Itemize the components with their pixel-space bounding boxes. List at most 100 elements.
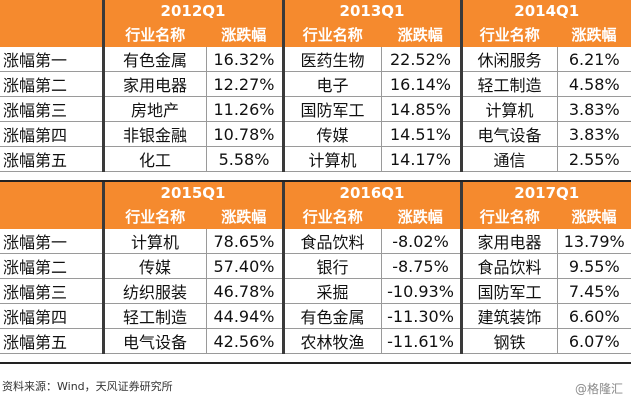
industry-cell: 房地产: [103, 96, 206, 122]
industry-cell: 家用电器: [103, 71, 206, 97]
block-divider: [0, 180, 631, 182]
rank-label: 涨幅第三: [0, 278, 105, 304]
performance-table-2012-2014: 2012Q1 2013Q1 2014Q1 行业名称 涨跌幅 行业名称 涨跌幅 行…: [0, 0, 631, 172]
industry-cell: 建筑装饰: [461, 303, 557, 329]
industry-cell: 传媒: [103, 253, 206, 279]
table-row: 涨幅第三 纺织服装 46.78% 采掘 -10.93% 国防军工 7.45%: [0, 278, 631, 304]
period-header-row: 2015Q1 2016Q1 2017Q1: [0, 182, 631, 204]
col-header-change: 涨跌幅: [206, 22, 285, 47]
table-bottom-rule: [0, 362, 631, 364]
header-corner: [0, 182, 105, 204]
rank-label: 涨幅第四: [0, 121, 105, 147]
table-row: 涨幅第四 非银金融 10.78% 传媒 14.51% 电气设备 3.83%: [0, 121, 631, 147]
header-corner: [0, 22, 105, 47]
period-label: 2012Q1: [103, 0, 285, 22]
industry-cell: 电气设备: [461, 121, 557, 147]
change-cell: -11.30%: [380, 303, 463, 329]
industry-cell: 化工: [103, 146, 206, 172]
table-row: 涨幅第二 家用电器 12.27% 电子 16.14% 轻工制造 4.58%: [0, 71, 631, 97]
rank-label: 涨幅第二: [0, 253, 105, 279]
change-cell: 16.32%: [205, 47, 285, 72]
rank-label: 涨幅第一: [0, 47, 105, 72]
period-label: 2015Q1: [103, 182, 285, 204]
col-header-industry: 行业名称: [103, 22, 206, 47]
industry-cell: 轻工制造: [461, 71, 557, 97]
change-cell: 6.07%: [556, 328, 631, 354]
industry-cell: 家用电器: [461, 229, 557, 254]
period-label: 2014Q1: [461, 0, 631, 22]
industry-cell: 银行: [283, 253, 381, 279]
change-cell: 57.40%: [205, 253, 285, 279]
table-row: 涨幅第四 轻工制造 44.94% 有色金属 -11.30% 建筑装饰 6.60%: [0, 303, 631, 329]
header-corner: [0, 0, 105, 22]
col-header-industry: 行业名称: [461, 22, 557, 47]
change-cell: 14.51%: [380, 121, 463, 147]
change-cell: 7.45%: [556, 278, 631, 304]
col-header-industry: 行业名称: [283, 204, 381, 229]
table-row: 涨幅第一 计算机 78.65% 食品饮料 -8.02% 家用电器 13.79%: [0, 229, 631, 254]
industry-cell: 农林牧渔: [283, 328, 381, 354]
industry-cell: 通信: [461, 146, 557, 172]
industry-cell: 计算机: [283, 146, 381, 172]
industry-cell: 有色金属: [103, 47, 206, 72]
col-header-change: 涨跌幅: [381, 22, 463, 47]
period-label: 2017Q1: [461, 182, 631, 204]
table-row: 涨幅第一 有色金属 16.32% 医药生物 22.52% 休闲服务 6.21%: [0, 47, 631, 72]
column-header-row: 行业名称 涨跌幅 行业名称 涨跌幅 行业名称 涨跌幅: [0, 22, 631, 47]
rank-label: 涨幅第三: [0, 96, 105, 122]
industry-cell: 轻工制造: [103, 303, 206, 329]
col-header-industry: 行业名称: [103, 204, 206, 229]
col-header-industry: 行业名称: [283, 22, 381, 47]
change-cell: -8.02%: [380, 229, 463, 254]
period-label: 2016Q1: [283, 182, 463, 204]
industry-cell: 国防军工: [461, 278, 557, 304]
industry-cell: 采掘: [283, 278, 381, 304]
header-corner: [0, 204, 105, 229]
change-cell: 14.17%: [380, 146, 463, 172]
change-cell: 12.27%: [205, 71, 285, 97]
industry-cell: 电气设备: [103, 328, 206, 354]
col-header-change: 涨跌幅: [206, 204, 285, 229]
table-row: 涨幅第五 化工 5.58% 计算机 14.17% 通信 2.55%: [0, 146, 631, 172]
col-header-change: 涨跌幅: [381, 204, 463, 229]
rank-label: 涨幅第一: [0, 229, 105, 254]
industry-cell: 食品饮料: [283, 229, 381, 254]
industry-cell: 国防军工: [283, 96, 381, 122]
change-cell: -10.93%: [380, 278, 463, 304]
col-header-industry: 行业名称: [461, 204, 557, 229]
change-cell: 10.78%: [205, 121, 285, 147]
change-cell: 44.94%: [205, 303, 285, 329]
change-cell: 6.21%: [556, 47, 631, 72]
change-cell: 4.58%: [556, 71, 631, 97]
change-cell: 46.78%: [205, 278, 285, 304]
source-note: 资料来源：Wind，天风证券研究所: [2, 380, 173, 393]
change-cell: 42.56%: [205, 328, 285, 354]
change-cell: 3.83%: [556, 96, 631, 122]
rank-label: 涨幅第五: [0, 146, 105, 172]
change-cell: 16.14%: [380, 71, 463, 97]
table-row: 涨幅第三 房地产 11.26% 国防军工 14.85% 计算机 3.83%: [0, 96, 631, 122]
change-cell: 9.55%: [556, 253, 631, 279]
change-cell: 22.52%: [380, 47, 463, 72]
industry-cell: 钢铁: [461, 328, 557, 354]
industry-cell: 食品饮料: [461, 253, 557, 279]
industry-cell: 医药生物: [283, 47, 381, 72]
industry-cell: 电子: [283, 71, 381, 97]
table-row: 涨幅第二 传媒 57.40% 银行 -8.75% 食品饮料 9.55%: [0, 253, 631, 279]
industry-cell: 休闲服务: [461, 47, 557, 72]
watermark: @格隆汇: [574, 382, 623, 396]
industry-cell: 计算机: [103, 229, 206, 254]
industry-cell: 纺织服装: [103, 278, 206, 304]
col-header-change: 涨跌幅: [557, 204, 631, 229]
rank-label: 涨幅第四: [0, 303, 105, 329]
rank-label: 涨幅第二: [0, 71, 105, 97]
table-row: 涨幅第五 电气设备 42.56% 农林牧渔 -11.61% 钢铁 6.07%: [0, 328, 631, 354]
change-cell: 14.85%: [380, 96, 463, 122]
col-header-change: 涨跌幅: [557, 22, 631, 47]
change-cell: 13.79%: [556, 229, 631, 254]
change-cell: -8.75%: [380, 253, 463, 279]
industry-cell: 有色金属: [283, 303, 381, 329]
rank-label: 涨幅第五: [0, 328, 105, 354]
change-cell: 6.60%: [556, 303, 631, 329]
period-label: 2013Q1: [283, 0, 463, 22]
